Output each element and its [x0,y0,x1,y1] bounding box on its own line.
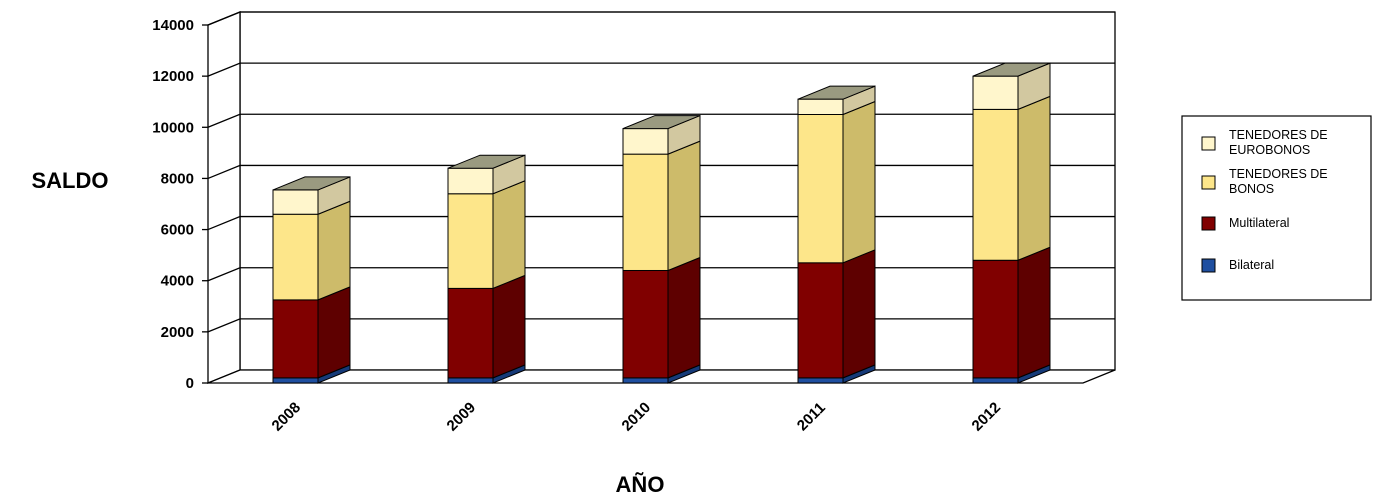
bars [272,62,1051,384]
y-tick-labels: 0 2000 4000 6000 8000 10000 12000 14000 [152,17,208,392]
bar-segment [972,377,1019,384]
bar-segment [622,128,669,155]
y-tick-label: 0 [186,375,194,392]
bar-side [1017,246,1051,379]
bar-side [492,274,526,379]
legend-label: TENEDORES DE EUROBONOS [1229,128,1328,157]
bar-segment [447,377,494,384]
bar-stack-2012 [972,62,1051,384]
y-tick-label: 4000 [161,273,194,290]
bar-stack-2011 [797,85,876,384]
bar-segment [797,114,844,264]
x-tick-label: 2009 [444,399,480,435]
y-tick-label: 12000 [152,68,194,85]
legend-label: Multilateral [1229,216,1289,230]
legend-item: Bilateral [1201,258,1274,273]
legend: TENEDORES DE EUROBONOS TENEDORES DE BONOS Mu… [1181,115,1372,301]
bar-stack-2010 [622,114,701,384]
bar-segment [797,262,844,379]
bar-segment [272,377,319,384]
bar-segment [972,75,1019,110]
bar-segment [797,377,844,384]
bar-side [667,256,701,379]
y-tick-label: 8000 [161,170,194,187]
bar-top [447,154,526,169]
legend-item: Multilateral [1201,216,1289,231]
bar-top [622,115,701,130]
y-tick-label: 10000 [152,119,194,136]
bar-top [797,85,876,100]
bar-side [667,140,701,272]
legend-swatch [1201,258,1216,273]
x-tick-labels: 2008 2009 2010 2011 2012 [269,399,1005,435]
x-tick-label: 2012 [969,399,1005,435]
y-tick-label: 6000 [161,222,194,239]
bar-side [842,100,876,264]
bar-segment [447,193,494,289]
bar-stack-2008 [272,176,351,384]
bar-segment [447,167,494,195]
legend-item: TENEDORES DE BONOS [1201,167,1328,196]
bar-segment [272,299,319,379]
legend-label: Bilateral [1229,258,1274,272]
legend-item: TENEDORES DE EUROBONOS [1201,128,1328,157]
x-tick-label: 2010 [619,399,655,435]
x-tick-label: 2008 [269,399,305,435]
bar-segment [622,269,669,379]
bar-segment [972,108,1019,261]
bar-top [972,62,1051,77]
y-tick-label: 14000 [152,17,194,34]
bar-segment [797,98,844,115]
bar-segment [622,153,669,271]
bar-segment [272,213,319,301]
bar-segment [272,189,319,215]
bar-side [492,180,526,290]
bar-side [842,249,876,379]
bar-side [317,286,351,379]
gridline [207,62,1115,77]
legend-swatch [1201,136,1216,151]
bar-segment [972,259,1019,379]
legend-swatch [1201,216,1216,231]
gridline [207,11,1115,26]
x-tick-label: 2011 [794,399,829,434]
side-wall [207,11,241,384]
bar-side [1017,95,1051,261]
y-tick-label: 2000 [161,324,194,341]
legend-swatch [1201,175,1216,190]
legend-label: TENEDORES DE BONOS [1229,167,1328,196]
bar-segment [447,287,494,379]
bar-side [317,200,351,301]
bar-stack-2009 [447,154,526,384]
y-axis-title: SALDO [32,168,109,193]
bar-top [272,176,351,191]
x-axis-title: AÑO [616,472,665,497]
bar-segment [622,377,669,384]
